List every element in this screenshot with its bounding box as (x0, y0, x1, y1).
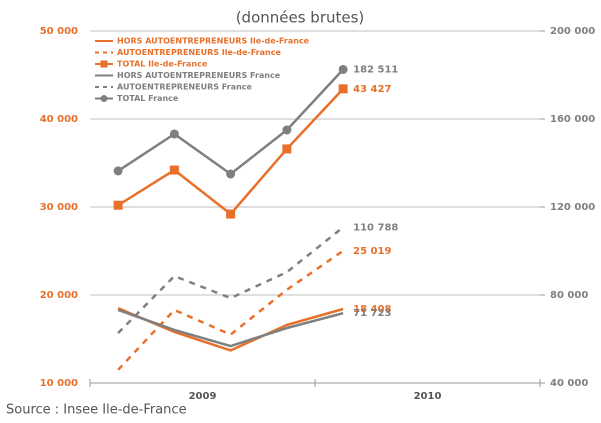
marker (169, 129, 179, 139)
source: Source : Insee Ile-de-France (6, 403, 187, 418)
y-tick-label: 30 000 (40, 202, 78, 213)
marker (226, 169, 236, 179)
marker (338, 64, 348, 74)
y2-tick-label: 40 000 (550, 378, 588, 389)
marker (226, 209, 236, 219)
y-tick-label: 20 000 (40, 290, 78, 301)
data-label: 25 019 (353, 246, 391, 257)
data-label: 43 427 (353, 84, 391, 95)
data-label: 182 511 (353, 64, 398, 75)
y-tick-label: 40 000 (40, 114, 78, 125)
x-group-label: 2009 (189, 391, 217, 402)
data-label: 71 723 (353, 308, 391, 319)
data-label: 110 788 (353, 222, 398, 233)
y2-tick-label: 80 000 (550, 290, 588, 301)
y-tick-label: 50 000 (40, 26, 78, 37)
marker (169, 165, 179, 175)
marker (282, 125, 292, 135)
legend-label: AUTOENTREPRENEURS Ile-de-France (117, 48, 281, 57)
legend-label: AUTOENTREPRENEURS France (117, 83, 253, 92)
legend-label: TOTAL France (117, 94, 179, 103)
legend-marker (100, 60, 108, 68)
y2-tick-label: 120 000 (550, 202, 595, 213)
series-line (117, 249, 344, 371)
marker (282, 144, 292, 154)
legend-label: TOTAL Ile-de-France (117, 60, 208, 69)
x-group-label: 2010 (414, 391, 442, 402)
data-label: 18 408 (353, 304, 391, 315)
y2-tick-label: 160 000 (550, 114, 595, 125)
y2-tick-label: 200 000 (550, 26, 595, 37)
marker (113, 166, 123, 176)
series-line (117, 308, 344, 348)
y-tick-label: 10 000 (40, 378, 78, 389)
legend-label: HORS AUTOENTREPRENEURS France (117, 71, 281, 80)
chart-subtitle: (données brutes) (236, 9, 365, 27)
legend-label: HORS AUTOENTREPRENEURS Ile-de-France (117, 37, 310, 46)
marker (113, 200, 123, 210)
series-line (117, 226, 344, 334)
series-line (117, 307, 344, 352)
legend-marker (100, 95, 108, 102)
marker (338, 84, 348, 94)
